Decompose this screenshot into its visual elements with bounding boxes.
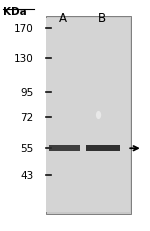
Text: 170: 170 <box>14 24 34 34</box>
Text: 72: 72 <box>21 113 34 123</box>
FancyBboxPatch shape <box>86 145 120 152</box>
Text: 95: 95 <box>21 88 34 98</box>
Circle shape <box>96 111 101 120</box>
FancyBboxPatch shape <box>46 17 131 214</box>
Text: 130: 130 <box>14 53 34 64</box>
Text: A: A <box>59 12 67 24</box>
FancyBboxPatch shape <box>49 145 80 152</box>
Text: KDa: KDa <box>3 7 27 17</box>
Text: 43: 43 <box>21 170 34 180</box>
Text: B: B <box>98 12 106 24</box>
Text: 55: 55 <box>21 144 34 154</box>
FancyBboxPatch shape <box>46 18 130 213</box>
